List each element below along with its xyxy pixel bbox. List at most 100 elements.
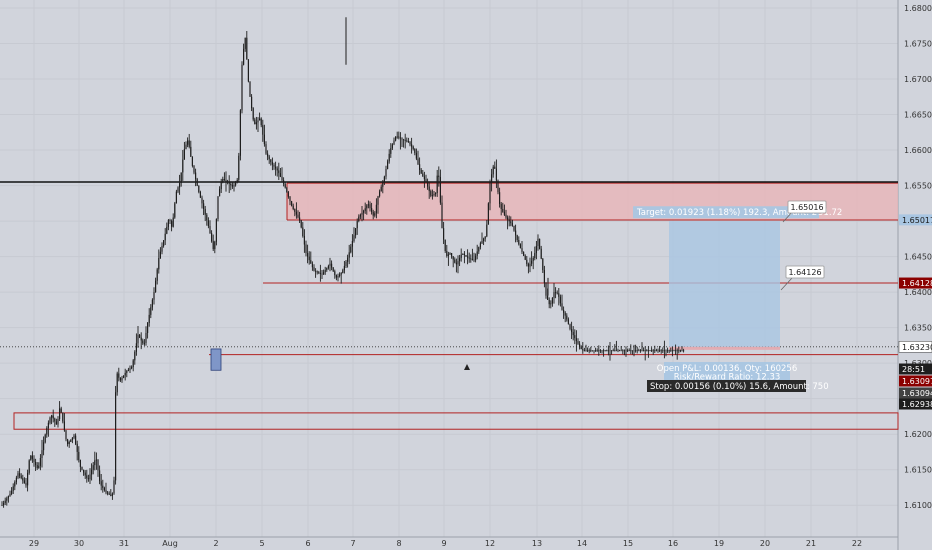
entry-marker-box: [210, 348, 222, 371]
candle-body: [451, 253, 453, 257]
candle-body: [214, 241, 216, 250]
candle-body: [532, 258, 534, 261]
candle-body: [353, 235, 355, 241]
candle-body: [188, 140, 190, 147]
candle-body: [481, 240, 483, 244]
candle-body: [566, 315, 568, 320]
candle-body: [511, 223, 513, 226]
support-zone: [13, 412, 899, 430]
candle-body: [371, 208, 373, 212]
candle-body: [548, 299, 550, 305]
candle-body: [390, 148, 392, 154]
candle-body: [7, 496, 9, 499]
y-tick-label: 1.67000: [904, 75, 932, 84]
candle-body: [244, 37, 246, 49]
candle-body: [190, 146, 192, 157]
price-tag-box: [898, 341, 932, 353]
candle-body: [124, 372, 126, 376]
candle-body: [260, 118, 262, 126]
candle-body: [406, 140, 408, 142]
candle-body: [139, 334, 141, 338]
candle-body: [411, 144, 413, 147]
x-tick-label: 29: [29, 539, 39, 548]
candle-body: [166, 226, 168, 234]
candle-body: [535, 245, 537, 254]
candle-body: [153, 292, 155, 300]
candle-body: [675, 350, 677, 352]
candle-body: [289, 196, 291, 202]
candle-body: [604, 350, 606, 352]
candle-body: [255, 122, 257, 125]
candle-body: [60, 408, 62, 413]
candle-body: [601, 350, 603, 352]
y-tick-label: 1.68000: [904, 4, 932, 13]
candle-body: [404, 139, 406, 141]
candle-body: [414, 148, 416, 153]
candle-body: [462, 253, 464, 255]
x-tick-label: 30: [74, 539, 84, 548]
candle-body: [99, 470, 101, 482]
candle-body: [17, 473, 19, 478]
candle-body: [225, 180, 227, 182]
x-tick-label: 19: [714, 539, 724, 548]
candle-body: [135, 343, 137, 352]
candle-body: [367, 204, 369, 206]
candle-body: [647, 350, 649, 352]
candle-body: [281, 176, 283, 181]
candle-body: [495, 168, 497, 181]
candle-body: [270, 159, 272, 163]
candle-body: [247, 59, 249, 82]
candle-body: [659, 350, 661, 352]
x-tick-label: 5: [259, 539, 264, 548]
candle-body: [219, 189, 221, 197]
candle-body: [374, 213, 376, 216]
candle-body: [439, 177, 441, 203]
candle-body: [295, 211, 297, 215]
candle-body: [134, 351, 136, 361]
candle-body: [572, 332, 574, 336]
candle-body: [273, 164, 275, 167]
candle-body: [230, 183, 232, 186]
candle-body: [132, 360, 134, 368]
candle-body: [444, 239, 446, 251]
candle-body: [215, 218, 217, 242]
price-tag-label: 1.64128: [902, 279, 932, 288]
candle-body: [15, 477, 17, 483]
candle-body: [470, 258, 472, 260]
candle-body: [123, 375, 125, 378]
candle-body: [196, 179, 198, 186]
candle-body: [595, 350, 597, 352]
y-tick-label: 1.65500: [904, 182, 932, 191]
candle-body: [102, 485, 104, 488]
candle-body: [57, 419, 59, 425]
candle-body: [182, 159, 184, 173]
candle-body: [361, 212, 363, 215]
candle-body: [305, 244, 307, 254]
candle-body: [510, 221, 512, 224]
candle-body: [177, 187, 179, 192]
candle-body: [171, 221, 173, 227]
candle-body: [79, 460, 81, 467]
candle-body: [46, 428, 48, 435]
candle-body: [335, 275, 337, 278]
candle-body: [483, 238, 485, 241]
candle-body: [473, 259, 475, 261]
candle-body: [84, 472, 86, 476]
candle-body: [206, 214, 208, 221]
candle-body: [220, 182, 222, 190]
candle-body: [126, 371, 128, 373]
candle-body: [337, 276, 339, 278]
candle-body: [555, 292, 557, 293]
candle-body: [159, 251, 161, 259]
candle-body: [87, 478, 89, 480]
candle-body: [51, 415, 53, 418]
candle-body: [630, 350, 632, 352]
candle-body: [611, 350, 613, 352]
price-tag-label: 1.65017: [902, 216, 932, 225]
candle-body: [591, 350, 593, 352]
candle-body: [187, 140, 189, 145]
candle-body: [460, 254, 462, 258]
candle-body: [172, 217, 174, 227]
